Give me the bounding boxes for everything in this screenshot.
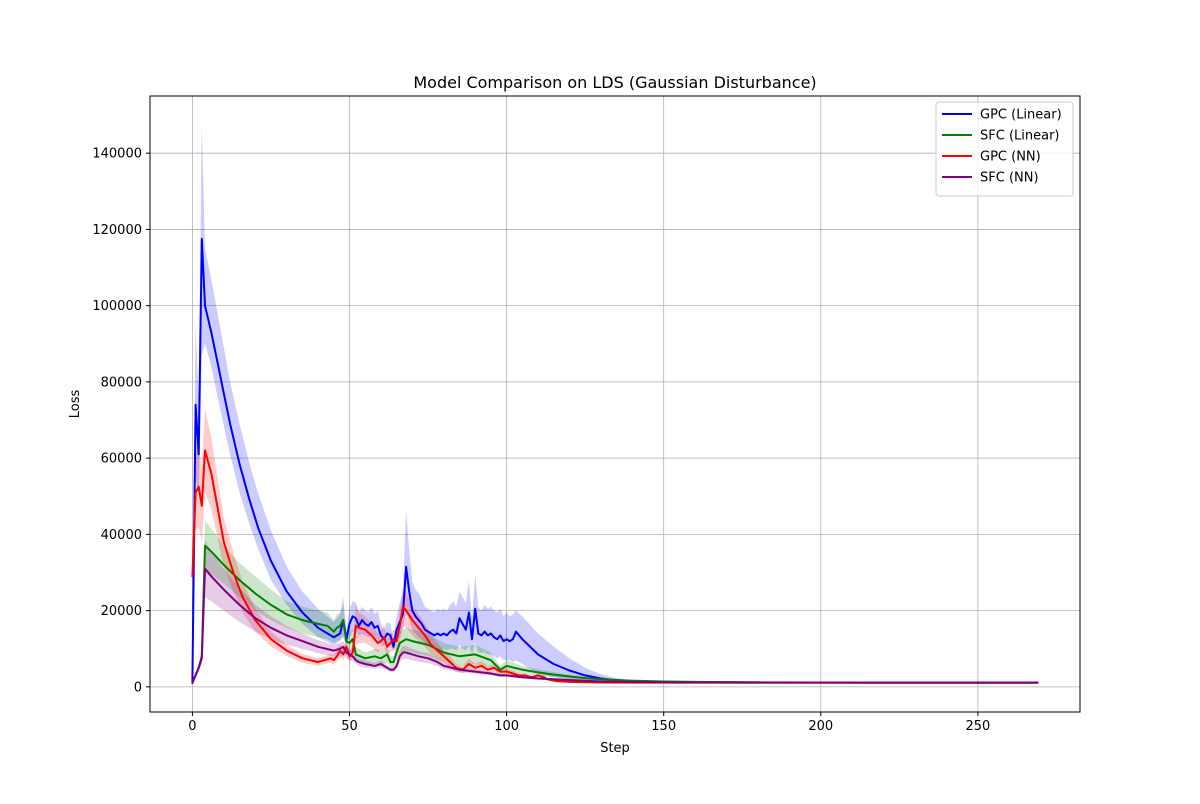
y-axis-ticks: 0 20000 40000 60000 80000 100000 120000 140000 [92, 147, 150, 695]
x-tick-label: 200 [808, 719, 833, 734]
x-axis-ticks: 0 50 100 150 200 250 [188, 712, 990, 734]
y-tick-label: 140000 [92, 147, 142, 162]
sfc-linear-band [192, 521, 1038, 683]
legend-box [935, 101, 1074, 197]
chart-title: Model Comparison on LDS (Gaussian Distur… [413, 73, 816, 92]
x-tick-label: 150 [651, 719, 676, 734]
y-tick-label: 40000 [101, 528, 142, 543]
gpc-linear-line [191, 237, 1039, 684]
y-tick-label: 0 [134, 680, 142, 695]
x-tick-label: 100 [494, 719, 519, 734]
grid-lines [150, 96, 1080, 712]
y-axis-label: Loss [68, 390, 83, 419]
legend-label-gpc-linear: GPC (Linear) [980, 108, 1062, 123]
x-tick-label: 50 [341, 719, 358, 734]
sfc-nn-band [192, 540, 1038, 683]
y-tick-label: 120000 [92, 223, 142, 238]
legend-label-gpc-nn: GPC (NN) [980, 150, 1041, 165]
y-tick-label: 100000 [92, 299, 142, 314]
legend-label-sfc-nn: SFC (NN) [980, 171, 1039, 186]
y-tick-label: 80000 [101, 375, 142, 390]
x-tick-label: 0 [188, 719, 196, 734]
legend-label-sfc-linear: SFC (Linear) [980, 129, 1060, 144]
gpc-nn-line [191, 449, 1039, 684]
sfc-linear-line [191, 544, 1039, 684]
y-tick-label: 20000 [101, 604, 142, 619]
x-tick-label: 250 [965, 719, 990, 734]
x-axis-label: Step [600, 741, 630, 756]
plot-area-frame [149, 95, 1081, 713]
legend: GPC (Linear) SFC (Linear) GPC (NN) SFC (NN) [935, 101, 1074, 197]
y-tick-label: 60000 [101, 452, 142, 467]
sfc-nn-line [191, 567, 1039, 684]
series-lines [191, 237, 1039, 684]
